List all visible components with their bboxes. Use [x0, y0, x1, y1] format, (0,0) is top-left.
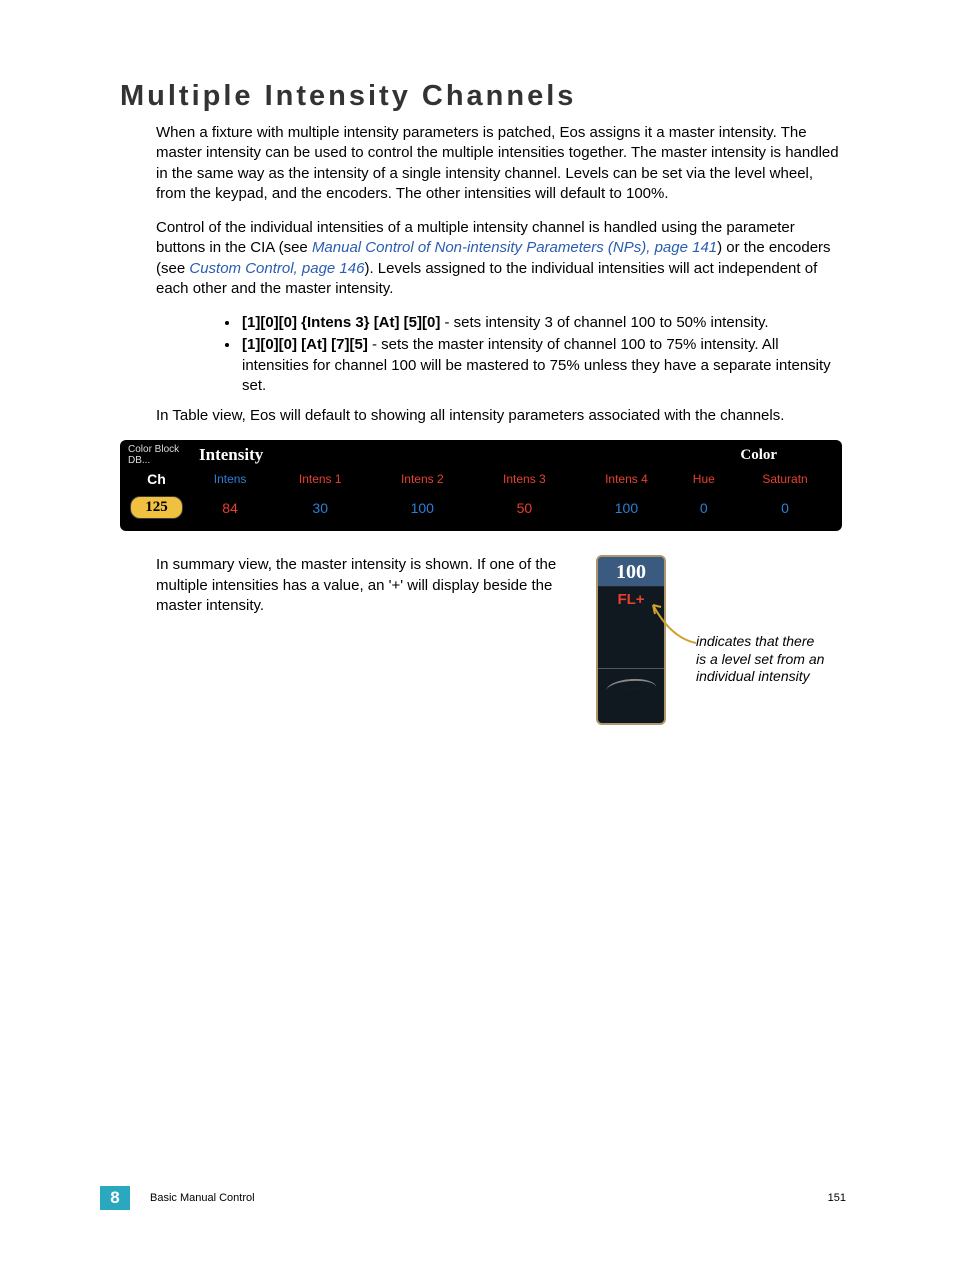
val-intens4: 100 — [575, 490, 677, 530]
command-list: [1][0][0] {Intens 3} [At] [5][0] - sets … — [240, 313, 846, 396]
link-custom-control[interactable]: Custom Control, page 146 — [189, 260, 364, 277]
val-intens: 84 — [191, 490, 269, 530]
footer-label: Basic Manual Control — [150, 1192, 255, 1204]
hdr-ch: Ch — [121, 468, 191, 490]
intensity-table-wrap: Color Block DB... Intensity Color Ch Int… — [120, 440, 846, 531]
table-value-row: 125 84 30 100 50 100 0 0 — [121, 490, 841, 530]
val-ch: 125 — [121, 490, 191, 530]
hdr-sat: Saturatn — [730, 468, 841, 490]
intensity-table: Color Block DB... Intensity Color Ch Int… — [120, 440, 842, 531]
val-intens1: 30 — [269, 490, 371, 530]
tile-channel-number: 100 — [598, 557, 664, 587]
table-header-row: Ch Intens Intens 1 Intens 2 Intens 3 Int… — [121, 468, 841, 490]
hdr-intens: Intens — [191, 468, 269, 490]
val-intens3: 50 — [473, 490, 575, 530]
command-item-2: [1][0][0] [At] [7][5] - sets the master … — [240, 335, 846, 396]
group-intensity: Intensity — [191, 441, 677, 468]
paragraph-control: Control of the individual intensities of… — [156, 218, 846, 299]
table-group-row: Color Block DB... Intensity Color — [121, 441, 841, 468]
hdr-intens4: Intens 4 — [575, 468, 677, 490]
command-item-1: [1][0][0] {Intens 3} [At] [5][0] - sets … — [240, 313, 846, 333]
page-number: 151 — [828, 1192, 846, 1204]
paragraph-table-view: In Table view, Eos will default to showi… — [156, 406, 846, 426]
summary-text: In summary view, the master intensity is… — [156, 555, 596, 616]
val-sat: 0 — [730, 490, 841, 530]
color-block-db-label: Color Block DB... — [121, 441, 191, 468]
channel-badge: 125 — [130, 496, 183, 519]
val-hue: 0 — [677, 490, 730, 530]
page: Multiple Intensity Channels When a fixtu… — [0, 0, 954, 1272]
tile-bottom — [598, 668, 664, 698]
summary-figure: 100 FL+ indicates that there is a level … — [596, 555, 836, 755]
summary-row: In summary view, the master intensity is… — [156, 555, 846, 755]
cmd-1-desc: - sets intensity 3 of channel 100 to 50%… — [440, 314, 768, 331]
tile-wave-icon — [606, 678, 657, 691]
cmd-2: [1][0][0] [At] [7][5] — [242, 336, 368, 353]
val-intens2: 100 — [371, 490, 473, 530]
hdr-intens2: Intens 2 — [371, 468, 473, 490]
chapter-badge: 8 — [100, 1186, 130, 1210]
cmd-1: [1][0][0] {Intens 3} [At] [5][0] — [242, 314, 440, 331]
link-manual-control-nps[interactable]: Manual Control of Non-intensity Paramete… — [312, 239, 717, 256]
callout-text: indicates that there is a level set from… — [696, 633, 826, 686]
hdr-intens3: Intens 3 — [473, 468, 575, 490]
heading-multiple-intensity: Multiple Intensity Channels — [120, 80, 846, 113]
hdr-hue: Hue — [677, 468, 730, 490]
hdr-intens1: Intens 1 — [269, 468, 371, 490]
page-footer: 8 Basic Manual Control 151 — [0, 1186, 954, 1216]
group-color: Color — [677, 441, 841, 468]
paragraph-intro: When a fixture with multiple intensity p… — [156, 123, 846, 204]
